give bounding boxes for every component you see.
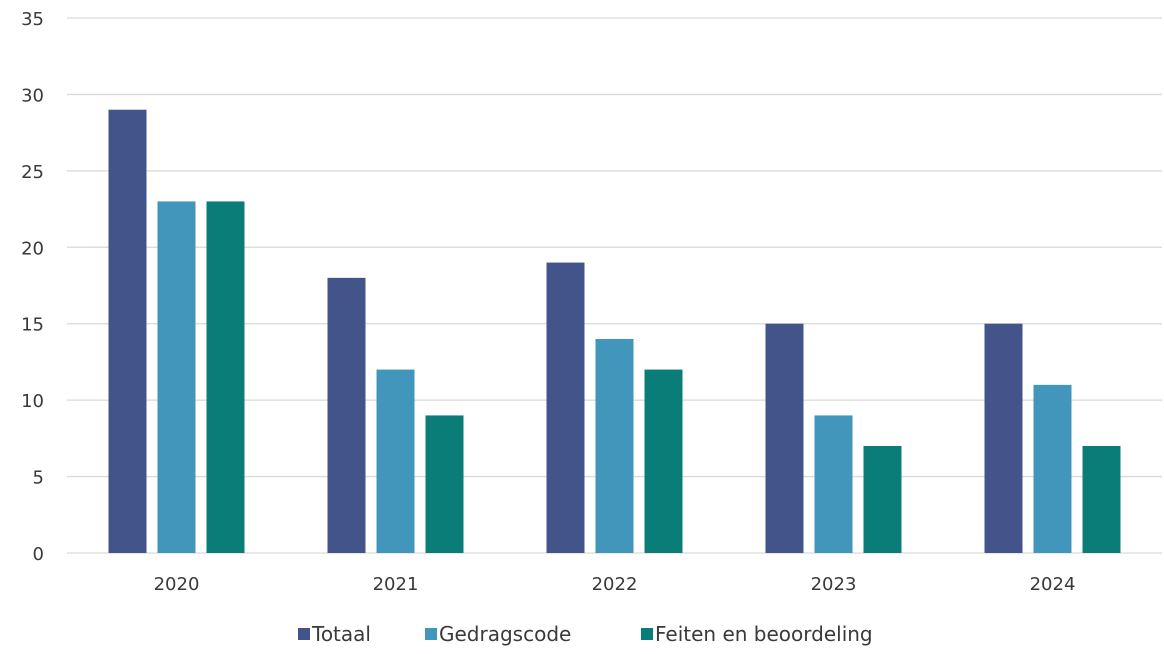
bar-feiten-en-beoordeling-2021 [425, 415, 464, 553]
legend-swatch [425, 628, 437, 640]
legend-item: Gedragscode [425, 622, 571, 646]
y-tick-label: 35 [21, 9, 44, 30]
x-axis-ticks: 2020 2021 2022 2023 2024 [154, 574, 1076, 595]
x-tick-label: 2023 [811, 574, 857, 595]
x-tick-label: 2021 [373, 574, 419, 595]
legend-item: Totaal [298, 622, 371, 646]
legend-swatch [298, 628, 310, 640]
x-tick-label: 2020 [154, 574, 200, 595]
bar-feiten-en-beoordeling-2023 [863, 446, 902, 553]
bar-feiten-en-beoordeling-2022 [644, 369, 683, 553]
y-tick-label: 15 [21, 315, 44, 336]
bar-totaal-2021 [327, 277, 366, 553]
legend-label: Gedragscode [439, 622, 571, 646]
bar-gedragscode-2020 [157, 201, 196, 553]
y-tick-label: 5 [33, 468, 44, 489]
y-tick-label: 20 [21, 238, 44, 259]
legend-swatch [641, 628, 653, 640]
legend-label: Totaal [311, 622, 371, 646]
bar-totaal-2023 [765, 323, 804, 553]
bar-feiten-en-beoordeling-2024 [1082, 446, 1121, 553]
bar-gedragscode-2021 [376, 369, 415, 553]
bar-gedragscode-2023 [814, 415, 853, 553]
bar-feiten-en-beoordeling-2020 [206, 201, 245, 553]
bar-gedragscode-2022 [595, 339, 634, 553]
y-tick-label: 10 [21, 391, 44, 412]
bar-totaal-2024 [984, 323, 1023, 553]
bars [108, 109, 1121, 553]
y-tick-label: 25 [21, 162, 44, 183]
bar-totaal-2020 [108, 109, 147, 553]
y-tick-label: 30 [21, 85, 44, 106]
x-tick-label: 2024 [1030, 574, 1076, 595]
bar-gedragscode-2024 [1033, 384, 1072, 553]
bar-totaal-2022 [546, 262, 585, 553]
x-tick-label: 2022 [592, 574, 638, 595]
y-axis-ticks: 0 5 10 15 20 25 30 35 [21, 9, 44, 565]
y-tick-label: 0 [33, 544, 44, 565]
legend-label: Feiten en beoordeling [655, 622, 873, 646]
legend-item: Feiten en beoordeling [641, 622, 873, 646]
legend: Totaal Gedragscode Feiten en beoordeling [298, 622, 873, 646]
